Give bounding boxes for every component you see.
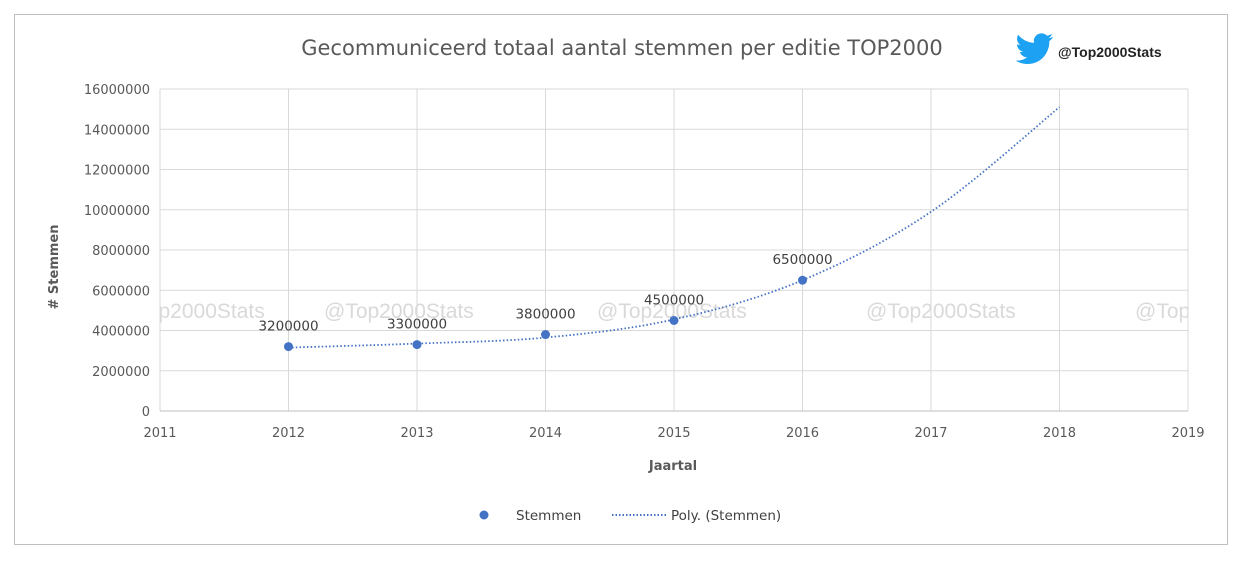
x-tick-label: 2012 bbox=[272, 426, 305, 441]
x-tick-label: 2017 bbox=[914, 426, 947, 441]
x-tick-label: 2019 bbox=[1171, 426, 1204, 441]
data-points bbox=[284, 275, 807, 352]
x-tick-label: 2011 bbox=[143, 426, 176, 441]
twitter-bird-icon bbox=[1015, 33, 1054, 64]
x-tick-label: 2013 bbox=[400, 426, 433, 441]
watermarks: @Top2000Stats @Top2000Stats @Top2000Stats @… bbox=[115, 300, 1229, 323]
y-tick-label: 8000000 bbox=[92, 244, 150, 259]
chart-svg: @Top2000Stats @Top2000Stats @Top2000Stats @… bbox=[47, 33, 1229, 524]
y-tick-label: 4000000 bbox=[92, 325, 150, 340]
y-tick-label: 12000000 bbox=[84, 164, 150, 179]
legend-marker-stemmen bbox=[479, 510, 489, 520]
x-tick-label: 2016 bbox=[786, 426, 819, 441]
watermark-text: @Top2000Stats bbox=[1135, 300, 1229, 323]
y-tick-label: 0 bbox=[142, 405, 150, 420]
data-label: 3800000 bbox=[515, 307, 575, 323]
y-axis-title: # Stemmen bbox=[47, 225, 62, 310]
x-tick-label: 2014 bbox=[529, 426, 562, 441]
data-labels: 3200000 3300000 3800000 4500000 6500000 bbox=[258, 252, 832, 334]
data-label: 6500000 bbox=[772, 252, 832, 268]
watermark-text: @Top2000Stats bbox=[866, 300, 1016, 323]
data-point bbox=[284, 342, 293, 352]
chart-title: Gecommuniceerd totaal aantal stemmen per… bbox=[301, 36, 943, 60]
data-point bbox=[669, 315, 679, 325]
y-tick-label: 16000000 bbox=[84, 83, 150, 98]
data-label: 4500000 bbox=[644, 292, 704, 308]
data-point bbox=[412, 340, 422, 350]
y-tick-label: 2000000 bbox=[92, 365, 150, 380]
x-axis-ticks: 2011 2012 2013 2014 2015 2016 2017 2018 2019 bbox=[143, 426, 1204, 441]
watermark-text: @Top2000Stats bbox=[324, 300, 474, 323]
legend: Stemmen Poly. (Stemmen) bbox=[479, 508, 781, 524]
x-tick-label: 2015 bbox=[657, 426, 690, 441]
chart-frame: @Top2000Stats @Top2000Stats @Top2000Stats @… bbox=[14, 14, 1228, 545]
y-tick-label: 14000000 bbox=[84, 123, 150, 138]
twitter-badge[interactable]: @Top2000Stats bbox=[1015, 33, 1162, 64]
y-tick-label: 6000000 bbox=[92, 284, 150, 299]
x-axis-title: Jaartal bbox=[648, 459, 697, 474]
x-tick-label: 2018 bbox=[1043, 426, 1076, 441]
legend-label-poly: Poly. (Stemmen) bbox=[671, 508, 781, 524]
y-tick-label: 10000000 bbox=[84, 204, 150, 219]
gridlines bbox=[159, 88, 1189, 412]
data-label: 3200000 bbox=[258, 319, 318, 335]
y-axis-ticks: 0 2000000 4000000 6000000 8000000 10000000 120… bbox=[84, 83, 150, 420]
watermark-row: @Top2000Stats @Top2000Stats @Top2000Stats @… bbox=[115, 300, 1229, 323]
twitter-handle[interactable]: @Top2000Stats bbox=[1058, 44, 1162, 60]
data-point bbox=[798, 275, 807, 285]
watermark-text: @Top2000Stats bbox=[115, 300, 265, 323]
watermark-text: @Top2000Stats bbox=[597, 300, 747, 323]
data-label: 3300000 bbox=[387, 317, 447, 333]
data-point bbox=[541, 330, 550, 340]
legend-label-stemmen: Stemmen bbox=[516, 508, 581, 524]
